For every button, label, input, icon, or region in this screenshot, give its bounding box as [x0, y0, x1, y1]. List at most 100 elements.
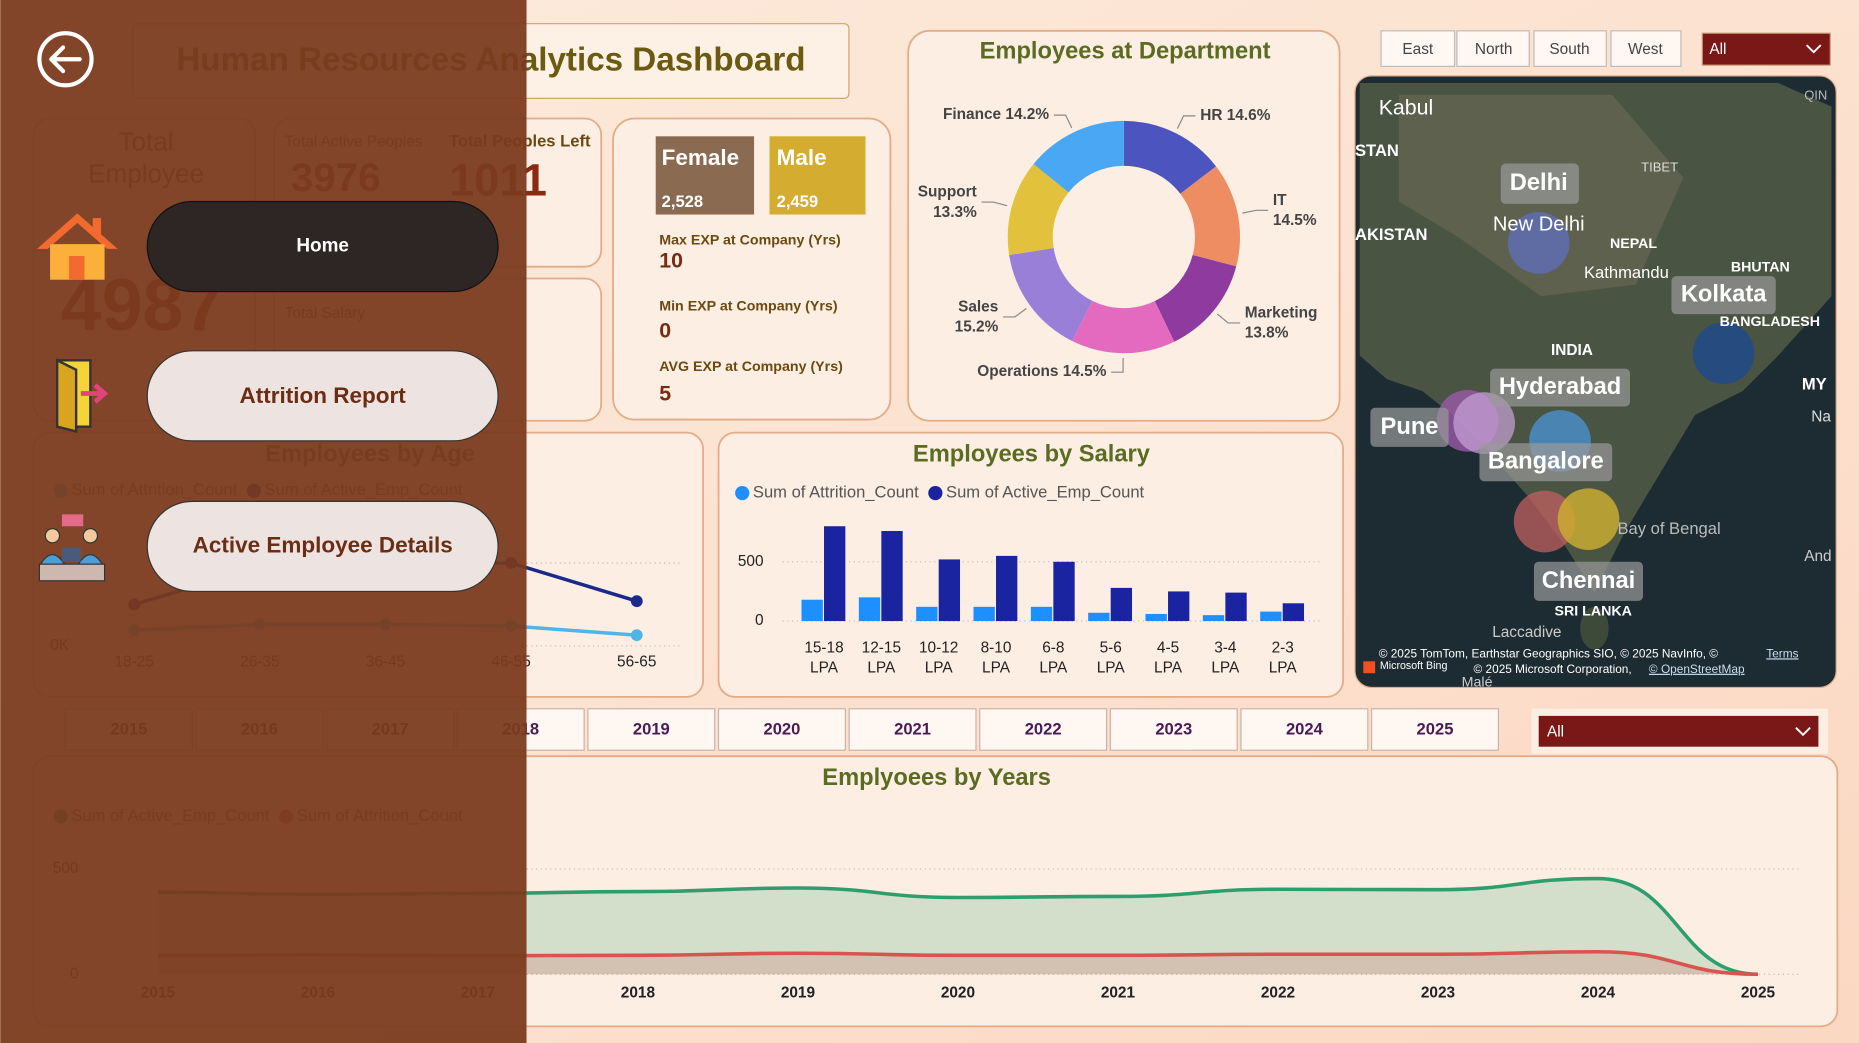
x-tick-label: 2-3 [1272, 639, 1294, 656]
slice-value: 13.8% [1245, 325, 1289, 342]
nav-label[interactable]: Active Employee Details [193, 532, 453, 557]
map-label: QIN [1804, 87, 1827, 102]
region-button[interactable] [1456, 30, 1530, 67]
slice-label: HR 14.6% [1200, 107, 1270, 124]
exp-label: Min EXP at Company (Yrs) [659, 299, 838, 315]
region-button[interactable] [1610, 30, 1682, 67]
map-label: TIBET [1641, 160, 1678, 175]
map-label: New Delhi [1493, 214, 1585, 236]
region-label[interactable]: East [1402, 41, 1434, 58]
bar [1030, 606, 1053, 622]
x-tick-label: LPA [1154, 660, 1183, 677]
back-button[interactable] [37, 31, 94, 88]
year-button[interactable] [717, 708, 846, 751]
dropdown-value[interactable]: All [1547, 724, 1564, 741]
city-label-box [1370, 407, 1449, 447]
map-label: INDIA [1551, 342, 1593, 359]
nav-label[interactable]: Home [296, 236, 349, 257]
x-tick-label: 3-4 [1214, 639, 1237, 656]
region-dropdown[interactable] [1701, 32, 1831, 66]
year-label[interactable]: 2020 [763, 719, 800, 738]
region-button[interactable] [1533, 30, 1607, 67]
nav-panel: Home Attrition Report Active Employee De… [37, 31, 499, 593]
region-label[interactable]: South [1549, 41, 1589, 58]
year-button[interactable] [979, 708, 1108, 751]
dropdown-chevron [1805, 44, 1822, 54]
donut-slice [1180, 166, 1241, 267]
year-label[interactable]: 2025 [1417, 719, 1454, 738]
bar [938, 559, 961, 622]
map-attribution: Microsoft Bing [1380, 660, 1448, 672]
donut-slice [1123, 120, 1217, 194]
bar [1110, 587, 1133, 622]
year-button[interactable] [1109, 708, 1238, 751]
year-label[interactable]: 2021 [894, 719, 931, 738]
nav-label[interactable]: Attrition Report [240, 383, 407, 408]
salary-card [717, 431, 1345, 698]
map-terms[interactable]: Terms [1766, 646, 1798, 660]
city-bubble [1513, 490, 1576, 553]
city-label: Bangalore [1488, 449, 1604, 475]
year-button[interactable] [848, 708, 977, 751]
region-label[interactable]: West [1628, 41, 1664, 58]
exp-value: 10 [659, 249, 683, 273]
map-attribution: © 2025 TomTom, Earthstar Geographics SIO… [1379, 646, 1719, 660]
region-label[interactable]: North [1475, 41, 1513, 58]
year-button[interactable] [1370, 708, 1500, 751]
male-label: Male [777, 145, 827, 170]
female-label: Female [662, 145, 740, 170]
map-label: Malé [1462, 674, 1493, 690]
x-tick-label: LPA [810, 660, 839, 677]
city-label: Kolkata [1681, 281, 1767, 307]
year-label[interactable]: 2019 [633, 719, 670, 738]
city-label-box [1533, 561, 1644, 601]
year-label[interactable]: 2022 [1025, 719, 1062, 738]
chart-title: Employees at Department [980, 38, 1271, 64]
female-box [655, 136, 755, 215]
map-label: Na [1811, 408, 1831, 425]
x-tick-label: LPA [1097, 660, 1126, 677]
bar [1088, 612, 1110, 622]
bar [1202, 615, 1225, 622]
year-label[interactable]: 2023 [1155, 719, 1192, 738]
bar [916, 606, 938, 622]
nav-button[interactable] [146, 500, 499, 593]
bar [1225, 592, 1247, 622]
dropdown-value[interactable]: All [1709, 41, 1726, 58]
chart-title: Emplyoees by Years [822, 765, 1051, 791]
map-label: Laccadive [1492, 624, 1561, 641]
bar [1053, 561, 1075, 622]
nav-button[interactable] [146, 200, 499, 293]
city-label-box [1500, 163, 1580, 204]
slice-category: IT [1273, 192, 1287, 209]
year-dropdown[interactable] [1538, 715, 1819, 747]
map-attribution: © 2025 Microsoft Corporation, [1474, 662, 1632, 676]
bar [996, 555, 1018, 622]
x-tick-label: 12-15 [862, 639, 901, 656]
city-bubble [1692, 322, 1755, 385]
map-label: BANGLADESH [1720, 314, 1820, 330]
year-label[interactable]: 2024 [1286, 719, 1324, 738]
exp-value: 0 [659, 319, 671, 343]
exit-icon [55, 358, 109, 433]
leader-line [1216, 313, 1241, 324]
slice-value: 14.2% [1005, 106, 1049, 123]
x-tick-label: LPA [1039, 660, 1068, 677]
nav-button[interactable] [146, 350, 499, 442]
region-button[interactable] [1380, 30, 1456, 67]
map-osm[interactable]: © OpenStreetMap [1649, 662, 1745, 676]
city-label: Delhi [1510, 170, 1568, 196]
x-tick-label: 2019 [781, 984, 815, 1001]
year-button[interactable] [587, 708, 716, 751]
slice-value: 14.5% [1063, 363, 1107, 380]
map-label: AKISTAN [1355, 225, 1427, 244]
x-tick-label: 56-65 [617, 654, 656, 671]
year-button[interactable] [1240, 708, 1369, 751]
slice-value: 15.2% [955, 319, 999, 336]
donut-slice [1154, 255, 1237, 342]
leader-line [1242, 209, 1269, 214]
slice-category: HR [1200, 107, 1222, 124]
male-box [769, 136, 866, 215]
city-label: Hyderabad [1499, 374, 1621, 400]
x-tick-label: 2022 [1261, 984, 1295, 1001]
